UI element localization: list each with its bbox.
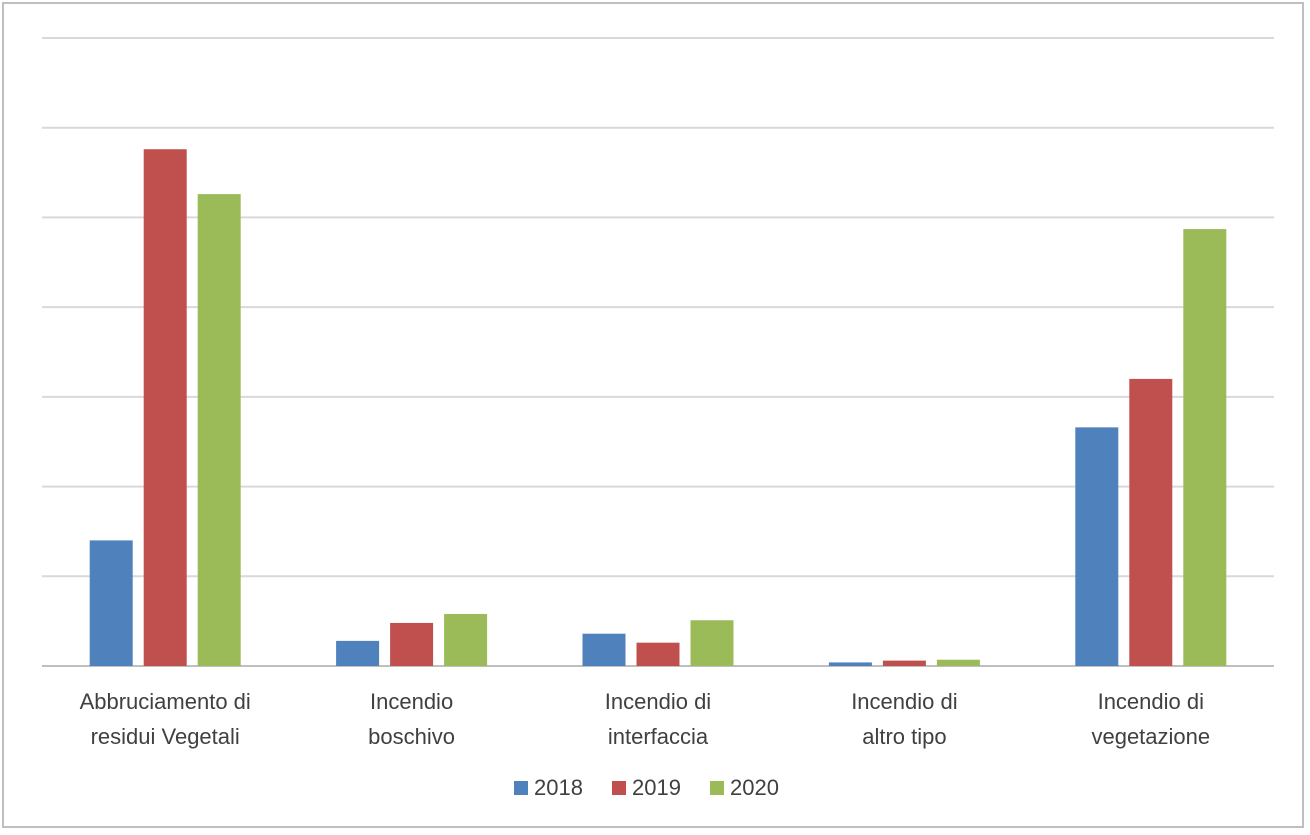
bar-2018-cat-0 xyxy=(89,540,133,666)
grid-lines xyxy=(42,37,1274,667)
bar-2018-cat-4 xyxy=(1075,427,1119,666)
category-label: Incendio di xyxy=(1098,689,1204,714)
legend-label-2018: 2018 xyxy=(534,775,583,800)
legend-swatch-2018 xyxy=(514,781,528,795)
bar-2020-cat-1 xyxy=(444,613,488,666)
legend-label-2019: 2019 xyxy=(632,775,681,800)
category-label: interfaccia xyxy=(608,724,709,749)
category-label: altro tipo xyxy=(862,724,946,749)
bar-2018-cat-2 xyxy=(582,633,626,666)
bar-2020-cat-0 xyxy=(197,194,241,667)
bar-2020-cat-4 xyxy=(1183,229,1227,666)
category-labels: Abbruciamento di residui Vegetali Incendio… xyxy=(80,689,1211,749)
category-label: Abbruciamento di xyxy=(80,689,251,714)
category-label: Incendio xyxy=(370,689,453,714)
bar-2019-cat-1 xyxy=(390,622,434,666)
bar-2019-cat-4 xyxy=(1129,378,1173,666)
legend-label-2020: 2020 xyxy=(730,775,779,800)
bar-chart: Abbruciamento di residui Vegetali Incendio… xyxy=(42,37,1274,800)
legend-swatch-2020 xyxy=(710,781,724,795)
bar-2020-cat-3 xyxy=(936,659,980,666)
legend-swatch-2019 xyxy=(612,781,626,795)
bar-2018-cat-3 xyxy=(828,662,872,666)
bar-2019-cat-3 xyxy=(882,660,926,666)
category-label: boschivo xyxy=(368,724,455,749)
category-label: Incendio di xyxy=(851,689,957,714)
category-label: residui Vegetali xyxy=(91,724,240,749)
bar-2020-cat-2 xyxy=(690,620,734,666)
bars xyxy=(89,149,1227,667)
bar-2019-cat-2 xyxy=(636,642,680,666)
category-label: vegetazione xyxy=(1091,724,1210,749)
bar-2019-cat-0 xyxy=(143,149,187,666)
bar-2018-cat-1 xyxy=(336,640,380,666)
category-label: Incendio di xyxy=(605,689,711,714)
legend: 2018 2019 2020 xyxy=(514,775,779,800)
